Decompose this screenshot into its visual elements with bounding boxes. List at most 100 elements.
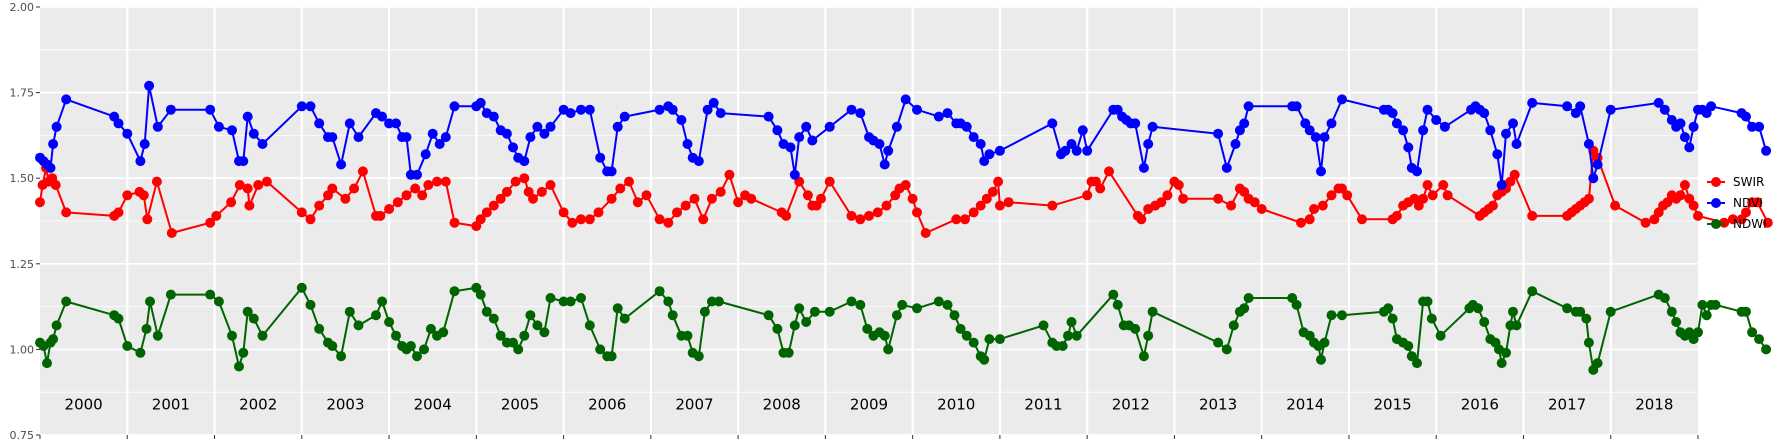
data-point — [213, 121, 224, 132]
data-point — [724, 169, 735, 180]
data-point — [891, 121, 902, 132]
data-point — [61, 94, 72, 105]
data-point — [713, 296, 724, 307]
year-label: 2006 — [588, 395, 626, 413]
data-point — [1435, 330, 1446, 341]
year-label: 2004 — [414, 395, 452, 413]
data-point — [419, 344, 429, 355]
data-point — [48, 139, 59, 149]
data-point — [1173, 180, 1184, 190]
data-point — [872, 207, 883, 218]
data-point — [377, 296, 388, 307]
data-point — [536, 186, 547, 197]
data-point — [1508, 306, 1518, 317]
data-point — [900, 94, 911, 105]
data-point — [244, 200, 255, 211]
data-point — [417, 190, 428, 201]
data-point — [663, 217, 674, 228]
data-point — [1095, 183, 1106, 194]
data-point — [961, 121, 972, 132]
data-point — [809, 306, 820, 317]
data-point — [1162, 190, 1173, 201]
data-point — [933, 296, 944, 307]
data-point — [624, 176, 634, 187]
data-point — [1296, 217, 1306, 228]
data-point — [667, 104, 678, 115]
data-point — [1605, 306, 1616, 317]
data-point — [1403, 142, 1414, 153]
year-label: 2012 — [1112, 395, 1150, 413]
data-point — [238, 156, 249, 167]
data-point — [1066, 139, 1077, 149]
data-point — [912, 104, 922, 115]
data-point — [1003, 197, 1014, 208]
data-point — [1659, 293, 1670, 303]
data-point — [1243, 101, 1254, 112]
data-point — [327, 183, 338, 194]
data-point — [699, 306, 710, 317]
data-point — [1147, 121, 1158, 132]
data-point — [1706, 101, 1717, 112]
data-point — [257, 330, 268, 341]
data-point — [384, 317, 395, 327]
data-point — [525, 310, 536, 321]
data-point — [532, 320, 543, 331]
data-point — [1496, 180, 1507, 190]
data-point — [488, 111, 499, 122]
data-point — [1082, 145, 1093, 156]
data-point — [979, 354, 990, 365]
data-point — [1431, 115, 1442, 125]
data-point — [257, 139, 268, 149]
data-point — [1337, 310, 1347, 321]
data-point — [1391, 118, 1402, 129]
data-point — [391, 118, 401, 129]
data-point — [138, 190, 149, 201]
data-point — [1249, 197, 1260, 208]
data-point — [519, 173, 530, 184]
data-point — [672, 207, 682, 218]
data-point — [897, 299, 908, 310]
data-point — [968, 207, 979, 218]
legend-item: SWIR — [1707, 175, 1764, 189]
data-point — [152, 330, 163, 341]
data-point — [891, 310, 902, 321]
data-point — [165, 104, 176, 115]
data-point — [783, 347, 794, 358]
data-point — [702, 104, 713, 115]
data-point — [488, 313, 499, 324]
legend-marker — [1711, 177, 1721, 187]
data-point — [213, 296, 224, 307]
data-point — [1291, 101, 1302, 112]
data-point — [612, 303, 623, 314]
data-point — [698, 214, 709, 225]
data-point — [135, 347, 146, 358]
data-point — [920, 228, 931, 238]
data-point — [234, 180, 245, 190]
data-point — [152, 121, 163, 132]
data-point — [1592, 358, 1603, 369]
data-point — [438, 327, 449, 338]
data-point — [425, 323, 436, 334]
data-point — [558, 296, 569, 307]
data-point — [495, 193, 506, 204]
data-point — [1326, 310, 1337, 321]
data-point — [693, 156, 704, 167]
data-point — [1501, 347, 1511, 358]
data-point — [449, 286, 460, 297]
data-point — [141, 323, 152, 334]
data-point — [1112, 299, 1123, 310]
data-point — [1226, 200, 1237, 211]
data-point — [519, 156, 530, 167]
data-point — [314, 323, 325, 334]
series-ndvi — [35, 80, 1772, 190]
data-point — [1479, 317, 1490, 327]
data-point — [874, 139, 885, 149]
data-point — [606, 193, 617, 204]
data-point — [763, 111, 774, 122]
data-point — [595, 152, 606, 163]
data-point — [122, 128, 133, 139]
data-point — [375, 210, 386, 221]
data-point — [907, 193, 918, 204]
data-point — [801, 317, 812, 327]
